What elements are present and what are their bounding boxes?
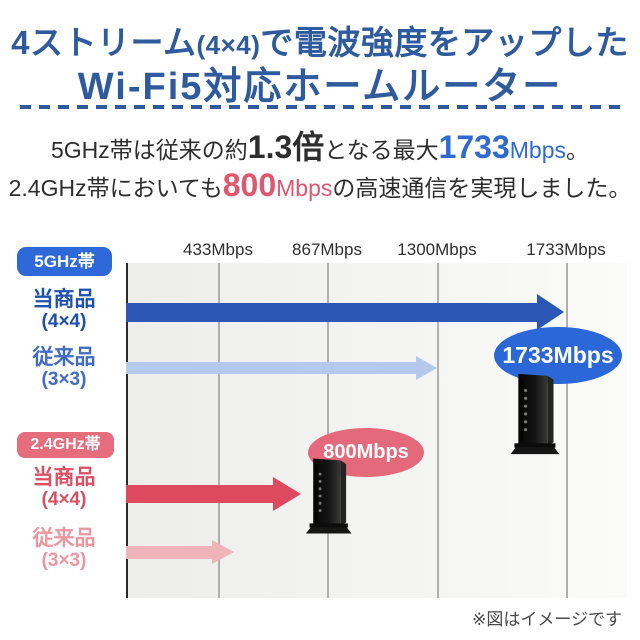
- subtitle-text: 2.4GHz帯においても: [8, 175, 223, 201]
- gridline-1733: [566, 263, 568, 598]
- router-product-icon-5ghz: [510, 373, 560, 455]
- band-badge-5ghz: 5GHz帯: [17, 247, 112, 276]
- row-label-legacy-24ghz: 従来品 (3×3): [6, 527, 122, 572]
- subtitle-text: 5GHz帯は従来の約: [50, 137, 248, 163]
- axis-tick-1300: 1300Mbps: [397, 240, 477, 259]
- row-label-streams: (4×4): [41, 311, 87, 332]
- callout-oval-1733mbps: 1733Mbps: [494, 327, 622, 384]
- row-label-legacy-5ghz: 従来品 (3×3): [6, 346, 122, 391]
- row-label-streams: (4×4): [41, 489, 87, 510]
- row-label-streams: (3×3): [41, 369, 87, 390]
- row-label-current-5ghz: 当商品 (4×4): [6, 288, 122, 333]
- arrow-shaft: [126, 545, 212, 559]
- callout-text: 800Mbps: [323, 441, 409, 463]
- band-badge-24ghz: 2.4GHz帯: [17, 432, 114, 458]
- row-label-main: 当商品: [32, 466, 96, 489]
- arrow-head: [273, 477, 301, 511]
- axis-tick-1733: 1733Mbps: [526, 240, 606, 259]
- row-label-streams: (3×3): [41, 550, 87, 571]
- row-label-main: 従来品: [32, 527, 96, 550]
- row-label-current-24ghz: 当商品 (4×4): [6, 466, 122, 511]
- arrow-head: [416, 356, 437, 380]
- row-label-main: 従来品: [32, 346, 96, 369]
- gridline-867: [327, 263, 329, 598]
- subtitle-text: 。: [566, 137, 590, 163]
- title-segment-paren: (4×4): [196, 30, 261, 60]
- gridline-433: [218, 263, 220, 598]
- arrow-shaft: [126, 362, 416, 374]
- callout-text: 1733Mbps: [502, 342, 614, 368]
- speed-arrow-legacy-5ghz: [126, 356, 437, 380]
- axis-tick-867: 867Mbps: [292, 240, 362, 259]
- router-product-icon-24ghz: [305, 458, 352, 534]
- subtitle-highlight-speed-24ghz: 800: [222, 167, 277, 203]
- title-segment: 4ストリーム: [11, 24, 197, 61]
- page-title-line1: 4ストリーム(4×4)で電波強度をアップした: [0, 16, 640, 64]
- arrow-shaft: [126, 485, 273, 503]
- subtitle-highlight-ratio: 1.3倍: [247, 129, 325, 165]
- page-title-line2: Wi-Fi5対応ホームルーター: [77, 66, 563, 108]
- axis-tick-433: 433Mbps: [183, 240, 253, 259]
- row-label-main: 当商品: [32, 288, 96, 311]
- subtitle-line2: 2.4GHz帯においても800Mbpsの高速通信を実現しました。: [0, 166, 640, 207]
- subtitle-text: となる最大: [324, 137, 439, 163]
- speed-arrow-current-24ghz: [126, 477, 301, 511]
- image-disclaimer-note: ※図はイメージです: [472, 610, 622, 629]
- subtitle-line1: 5GHz帯は従来の約1.3倍となる最大1733Mbps。: [0, 128, 640, 169]
- speed-arrow-current-5ghz: [126, 294, 564, 330]
- arrow-head: [537, 294, 564, 330]
- arrow-shaft: [126, 302, 537, 322]
- subtitle-highlight-speed-5ghz: 1733: [438, 129, 510, 165]
- gridline-1300: [437, 263, 439, 598]
- subtitle-unit-24ghz: Mbps: [276, 175, 333, 201]
- subtitle-unit-5ghz: Mbps: [509, 137, 567, 163]
- dashed-divider: [20, 105, 620, 109]
- title-segment: で電波強度をアップした: [260, 24, 629, 61]
- subtitle-text: の高速通信を実現しました。: [332, 175, 632, 201]
- speed-arrow-legacy-24ghz: [126, 540, 234, 564]
- callout-oval-800mbps: 800Mbps: [308, 428, 424, 477]
- arrow-head: [212, 540, 234, 564]
